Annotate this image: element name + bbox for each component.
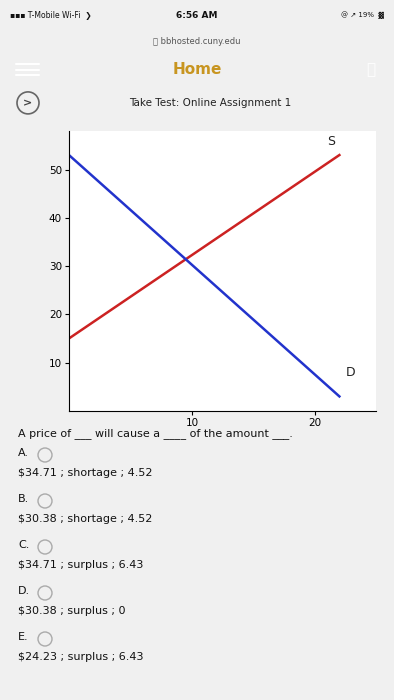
Text: D: D [346,366,355,379]
Text: A.: A. [18,448,29,458]
Text: 🔒 bbhosted.cuny.edu: 🔒 bbhosted.cuny.edu [153,37,241,46]
Text: E.: E. [18,632,29,642]
Text: $34.71 ; surplus ; 6.43: $34.71 ; surplus ; 6.43 [18,560,143,570]
Text: $30.38 ; surplus ; 0: $30.38 ; surplus ; 0 [18,606,126,616]
Text: $24.23 ; surplus ; 6.43: $24.23 ; surplus ; 6.43 [18,652,143,662]
Text: 6:56 AM: 6:56 AM [176,11,218,20]
Text: @ ↗ 19%  ▓: @ ↗ 19% ▓ [341,11,384,19]
Text: B.: B. [18,494,29,504]
Text: $30.38 ; shortage ; 4.52: $30.38 ; shortage ; 4.52 [18,514,152,524]
Text: >: > [23,98,33,108]
Text: Take Test: Online Assignment 1: Take Test: Online Assignment 1 [129,98,291,108]
Text: A price of ___ will cause a ____ of the amount ___.: A price of ___ will cause a ____ of the … [18,428,293,439]
Text: D.: D. [18,586,30,596]
Text: S: S [327,135,335,148]
Text: Home: Home [172,62,222,77]
Text: ▪▪▪ T-Mobile Wi-Fi  ❯: ▪▪▪ T-Mobile Wi-Fi ❯ [10,11,92,20]
Text: ⏻: ⏻ [366,62,375,77]
Text: $34.71 ; shortage ; 4.52: $34.71 ; shortage ; 4.52 [18,468,152,478]
Text: C.: C. [18,540,30,550]
